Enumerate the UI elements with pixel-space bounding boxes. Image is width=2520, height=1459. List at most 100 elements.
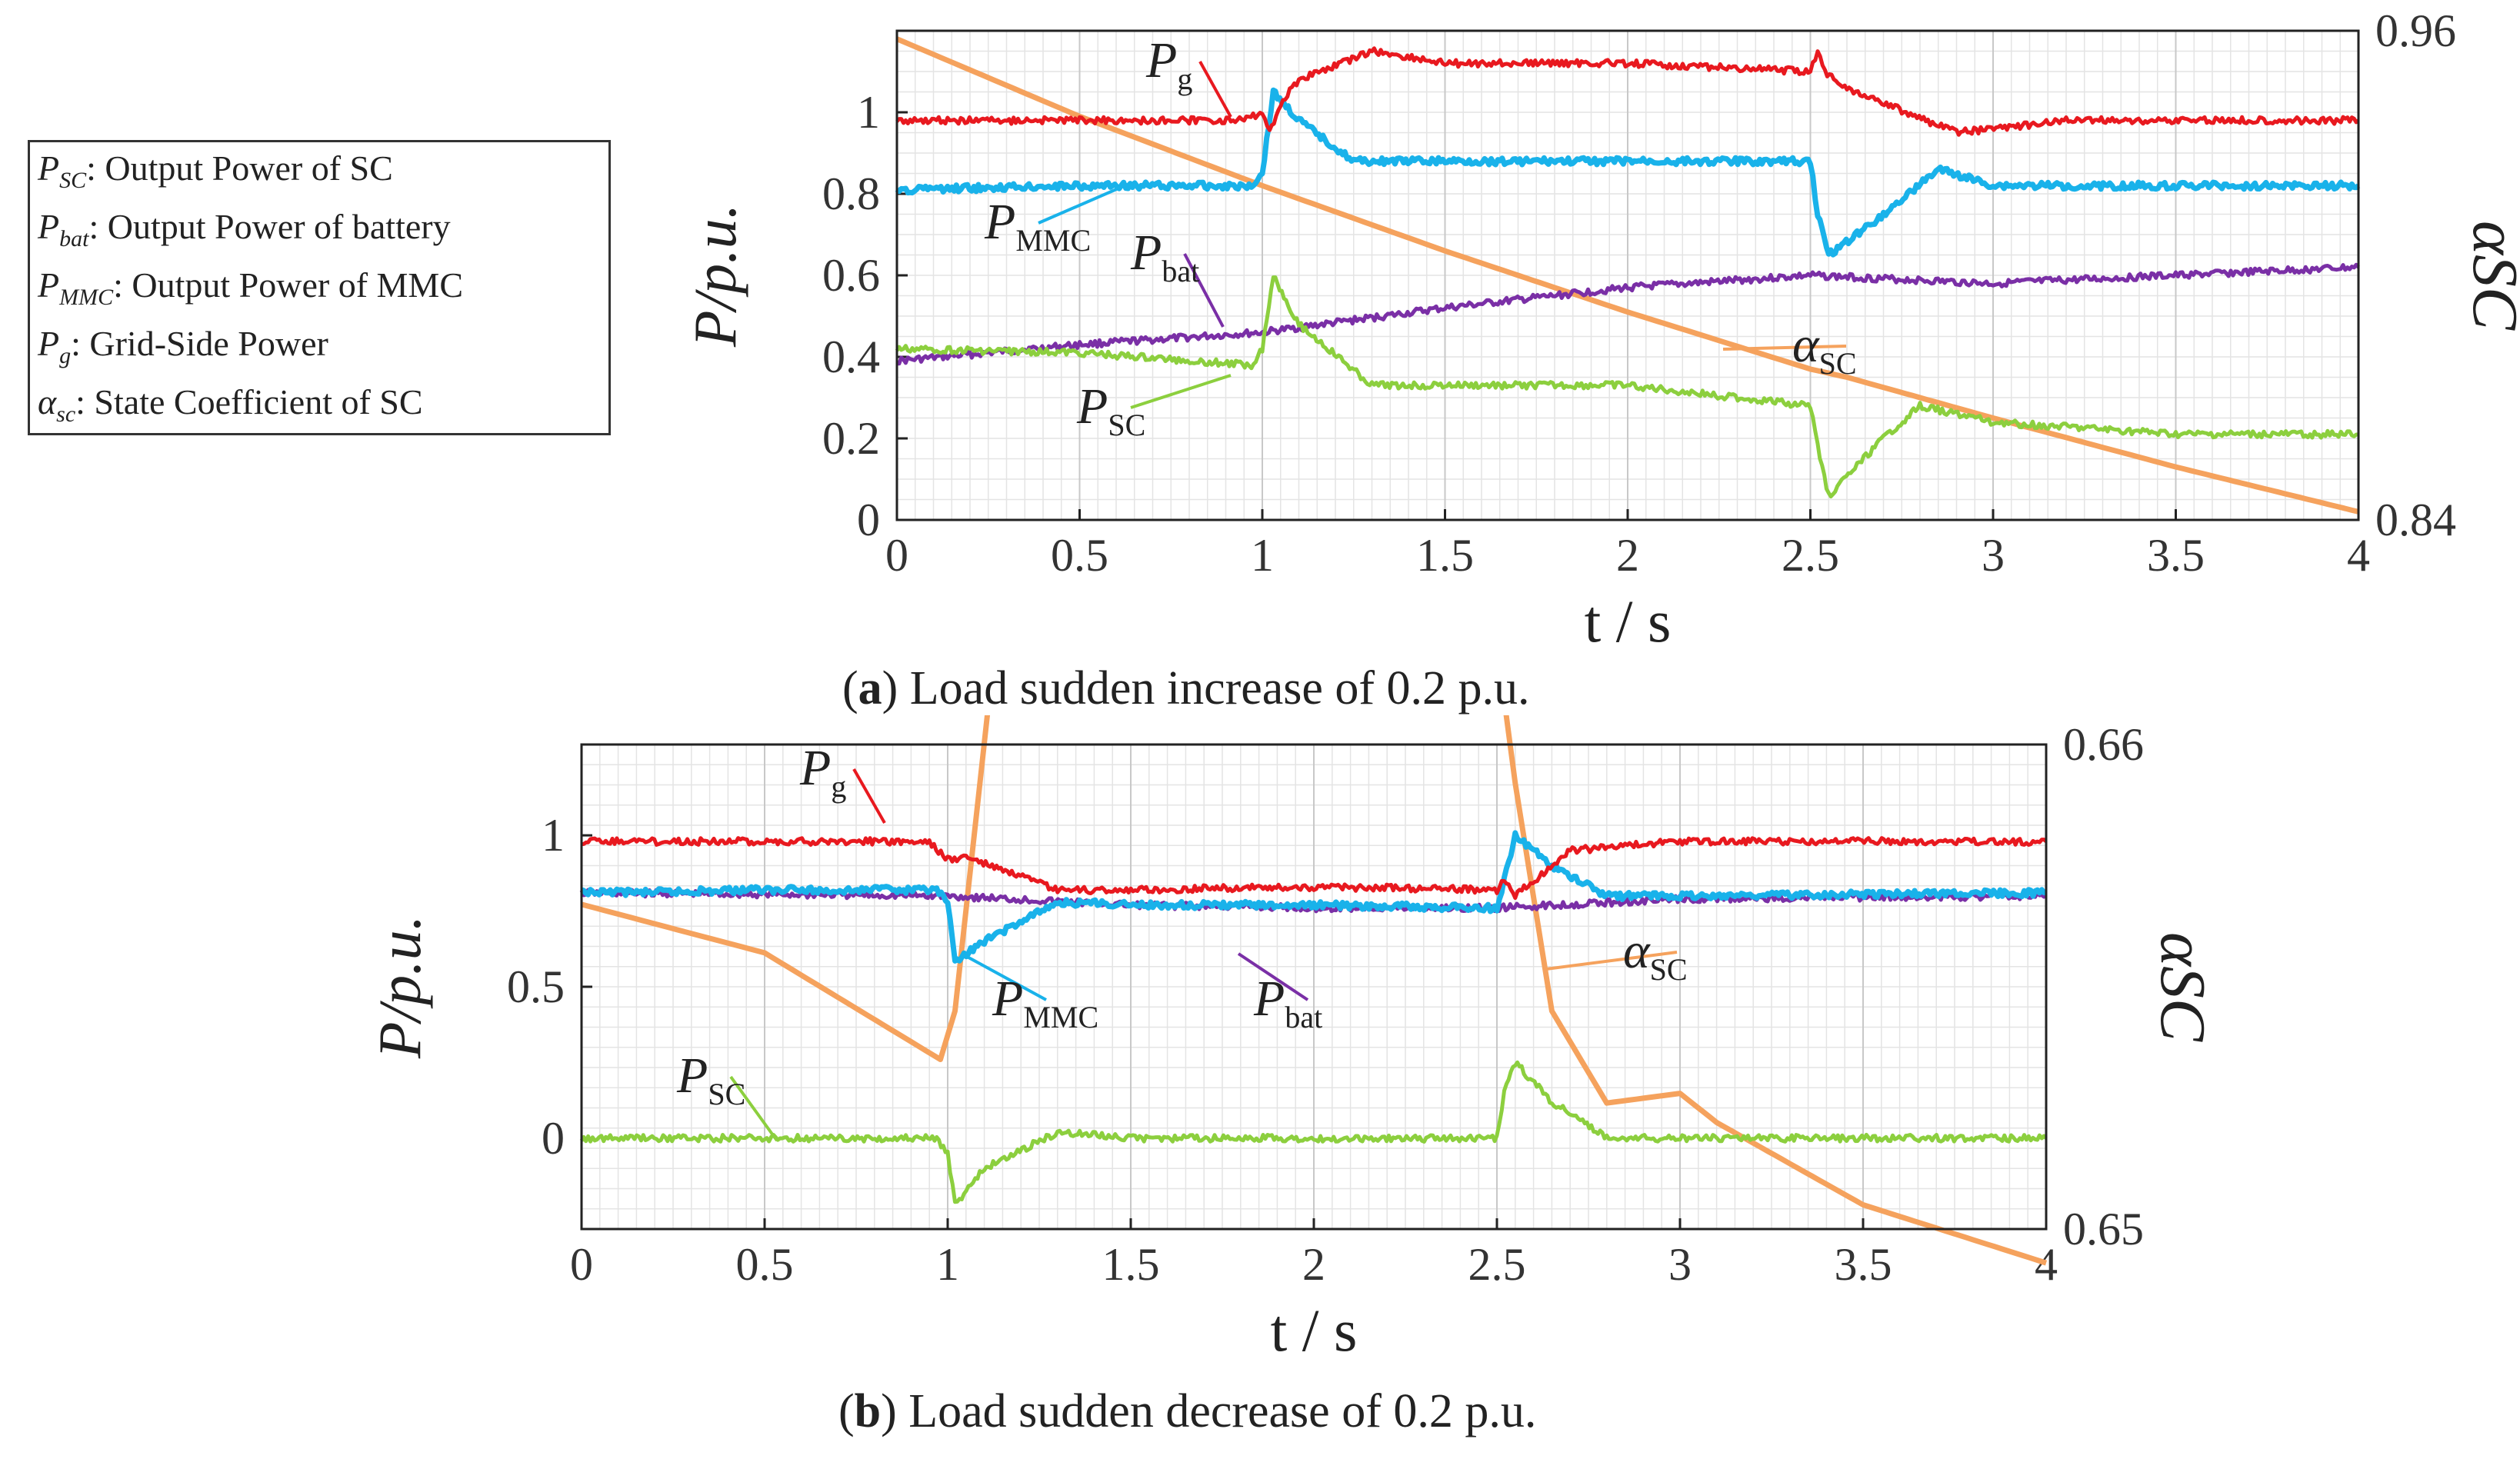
x-tick-label: 0.5 [736, 1239, 794, 1290]
series-label-PMMC: PMMC [984, 194, 1091, 258]
series-label-Pg: Pg [799, 740, 846, 804]
series-alpha-line [895, 36, 2359, 515]
series-Pbat-line [897, 262, 2360, 366]
y-axis-label: P/p.u. [682, 204, 748, 348]
x-tick-label: 3 [1668, 1239, 1692, 1290]
series-Pg-line [895, 46, 2360, 137]
legend-item-psc: PSC: Output Power of SC [38, 145, 393, 204]
series-label-Pbat: Pbat [1253, 971, 1322, 1034]
x-tick-label: 3.5 [1835, 1239, 1892, 1290]
series-PSC-line [579, 1060, 2048, 1204]
y2-axis-label: αSC [2147, 932, 2218, 1042]
series-label-Pbat: Pbat [1130, 225, 1199, 288]
label-leader-PSC [1130, 374, 1232, 409]
series-label-main: α [1623, 923, 1651, 979]
y2-tick-label: 0.66 [2063, 719, 2144, 770]
legend-symbol: P [38, 265, 60, 305]
legend-box: PSC: Output Power of SC Pbat: Output Pow… [28, 140, 611, 435]
label-leader-Pg [852, 768, 886, 824]
major-grid [764, 744, 1864, 1229]
series-label-PSC: PSC [676, 1048, 745, 1111]
y2-tick-label: 0.96 [2375, 5, 2456, 56]
legend-item-pbat: Pbat: Output Power of battery [38, 204, 451, 262]
legend-text: : Output Power of battery [88, 207, 451, 246]
series-PSC-line [895, 275, 2359, 499]
label-leader-Pg [1198, 61, 1232, 118]
y-tick-label: 0.8 [822, 168, 880, 219]
chart-b: 0 0.5 1 1.5 2 2.5 3 3.5 4 0 0.5 1 0.65 0.66 t / s P/p.u… [366, 715, 2218, 1364]
series-label-sub: SC [1108, 408, 1145, 442]
chart-a: 0 0.5 1 1.5 2 2.5 3 3.5 4 0 0.2 0.4 0.6 0.8 1 0.84 0.96 t… [682, 5, 2520, 655]
y-tick-label: 0 [542, 1113, 565, 1164]
series-label-sub: bat [1285, 1000, 1322, 1034]
y-tick-label: 0.4 [822, 331, 880, 382]
series-label-main: P [984, 194, 1015, 250]
caption-a: (a) Load sudden increase of 0.2 p.u. [842, 662, 1530, 715]
x-tick-label: 1 [1251, 530, 1274, 581]
series-label-main: P [1076, 378, 1108, 435]
legend-item-pmmc: PMMC: Output Power of MMC [38, 262, 463, 321]
legend-item-pg: Pg: Grid-Side Power [38, 321, 328, 379]
y-tick-label: 1 [542, 810, 565, 861]
x-tick-label: 2 [1616, 530, 1639, 581]
caption-b: (b) Load sudden decrease of 0.2 p.u. [838, 1385, 1537, 1437]
y2-axis-label: αSC [2459, 221, 2520, 331]
series-label-main: P [1145, 32, 1177, 88]
x-tick-label: 4 [2035, 1239, 2058, 1290]
label-leader-PMMC [961, 952, 1047, 1001]
series-PMMC-line [580, 830, 2047, 964]
label-leader-alpha [1545, 951, 1678, 971]
plot-frame [580, 743, 2048, 1231]
legend-symbol: P [38, 148, 60, 188]
x-axis-label: t / s [1271, 1297, 1358, 1364]
series-alpha-line [581, 715, 2048, 1266]
series-label-main: P [799, 740, 831, 796]
label-leader-alpha [1722, 345, 1847, 351]
y-tick-label: 0.2 [822, 413, 880, 464]
label-leader-Pbat [1237, 952, 1309, 1001]
series-Pg-line [581, 836, 2048, 901]
series-label-main: P [676, 1048, 708, 1104]
series-label-alpha: αSC [1792, 317, 1857, 381]
x-tick-label: 2 [1302, 1239, 1325, 1290]
y-tick-label: 0 [857, 495, 880, 545]
y-tick-label: 0.5 [507, 961, 565, 1012]
x-tick-label: 2.5 [1468, 1239, 1526, 1290]
series-label-PMMC: PMMC [992, 971, 1098, 1034]
series-label-sub: g [1177, 62, 1192, 96]
label-leader-PSC [729, 1075, 778, 1142]
series-label-sub: MMC [1015, 223, 1091, 258]
x-tick-label: 0.5 [1051, 530, 1108, 581]
series-label-main: α [1792, 317, 1820, 373]
y2-tick-label: 0.84 [2375, 495, 2456, 545]
x-tick-label: 2.5 [1782, 530, 1839, 581]
legend-item-alpha: αsc: State Coefficient of SC [38, 379, 423, 438]
legend-subscript: SC [59, 168, 87, 194]
x-axis-label: t / s [1585, 588, 1672, 655]
x-tick-label: 4 [2347, 530, 2370, 581]
legend-symbol: P [38, 207, 60, 246]
legend-symbol: P [38, 324, 60, 363]
x-tick-label: 0 [570, 1239, 593, 1290]
series-label-sub: bat [1162, 254, 1199, 288]
series-label-PSC: PSC [1076, 378, 1145, 442]
x-tick-label: 1 [936, 1239, 959, 1290]
series-PMMC-line [895, 87, 2361, 258]
y-tick-label: 1 [857, 87, 880, 138]
series-label-sub: SC [1650, 952, 1688, 987]
y-tick-label: 0.6 [822, 250, 880, 301]
series-label-sub: MMC [1023, 1000, 1098, 1034]
label-leader-Pbat [1183, 253, 1225, 328]
x-tick-label: 1.5 [1416, 530, 1474, 581]
legend-subscript: MMC [59, 285, 114, 311]
legend-text: : Output Power of MMC [113, 265, 464, 305]
x-tick-label: 0 [885, 530, 908, 581]
series-label-Pg: Pg [1145, 32, 1192, 96]
legend-subscript: sc [56, 401, 76, 428]
legend-subscript: g [59, 343, 72, 369]
series-label-alpha: αSC [1623, 923, 1688, 987]
series-label-sub: SC [1819, 346, 1857, 381]
y2-tick-label: 0.65 [2063, 1204, 2144, 1254]
label-leader-PMMC [1038, 182, 1132, 225]
y-axis-label: P/p.u. [366, 915, 433, 1059]
